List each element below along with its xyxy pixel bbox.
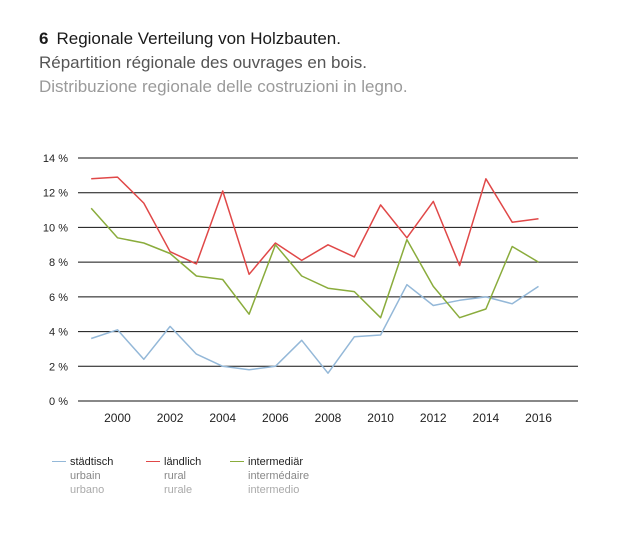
legend-label-de: intermediär: [248, 456, 304, 468]
legend-item-rural: ländlich rural rurale: [146, 455, 201, 497]
series-line-rural: [91, 176, 539, 276]
title-block: 6 Regionale Verteilung von Holzbauten. Ré…: [39, 27, 408, 99]
legend-label-it: intermedio: [248, 484, 300, 496]
x-tick-label: 2004: [209, 411, 236, 425]
legend-label-fr: rural: [164, 470, 187, 482]
legend-label-it: rurale: [164, 484, 193, 496]
y-tick-label: 12 %: [43, 188, 68, 200]
legend-swatch-rural: [146, 460, 160, 462]
x-tick-label: 2016: [525, 411, 552, 425]
y-tick-label: 6 %: [49, 292, 68, 304]
y-tick-label: 2 %: [49, 361, 68, 373]
y-axis-labels: 0 % 2 % 4 % 6 % 8 % 10 % 12 % 14 %: [43, 153, 68, 408]
y-tick-label: 8 %: [49, 257, 68, 269]
legend-label-it: urbano: [70, 484, 105, 496]
x-tick-label: 2012: [420, 411, 447, 425]
series-lines: [90, 176, 539, 374]
title-de-text: Regionale Verteilung von Holzbauten.: [56, 29, 341, 48]
legend-swatch-urban: [52, 460, 66, 462]
grid-lines: [78, 157, 578, 402]
legend-item-intermediate: intermediär intermédaire intermedio: [230, 455, 309, 497]
legend-label-de: ländlich: [164, 456, 202, 468]
y-tick-label: 14 %: [43, 153, 68, 165]
y-tick-label: 0 %: [49, 396, 68, 408]
y-tick-label: 10 %: [43, 222, 68, 234]
x-tick-label: 2002: [157, 411, 184, 425]
x-axis-labels: 2000 2002 2004 2006 2008 2010 2012 2014 2016: [104, 411, 552, 425]
legend-label-fr: urbain: [70, 470, 101, 482]
legend-label-de: städtisch: [70, 456, 114, 468]
legend-label-fr: intermédaire: [248, 470, 310, 482]
y-tick-label: 4 %: [49, 327, 68, 339]
x-tick-label: 2014: [473, 411, 500, 425]
x-tick-label: 2006: [262, 411, 289, 425]
figure-title-fr: Répartition régionale des ouvrages en bo…: [39, 53, 367, 72]
x-tick-label: 2008: [315, 411, 342, 425]
legend-swatch-intermediate: [230, 460, 244, 462]
legend-item-urban: städtisch urbain urbano: [52, 455, 113, 497]
figure-number: 6: [39, 29, 49, 48]
x-tick-label: 2000: [104, 411, 131, 425]
series-line-intermediate: [90, 207, 539, 319]
figure-title-de: 6 Regionale Verteilung von Holzbauten.: [39, 27, 408, 51]
series-line-urban: [90, 283, 539, 374]
x-tick-label: 2010: [367, 411, 394, 425]
figure-title-it: Distribuzione regionale delle costruzion…: [39, 77, 408, 96]
